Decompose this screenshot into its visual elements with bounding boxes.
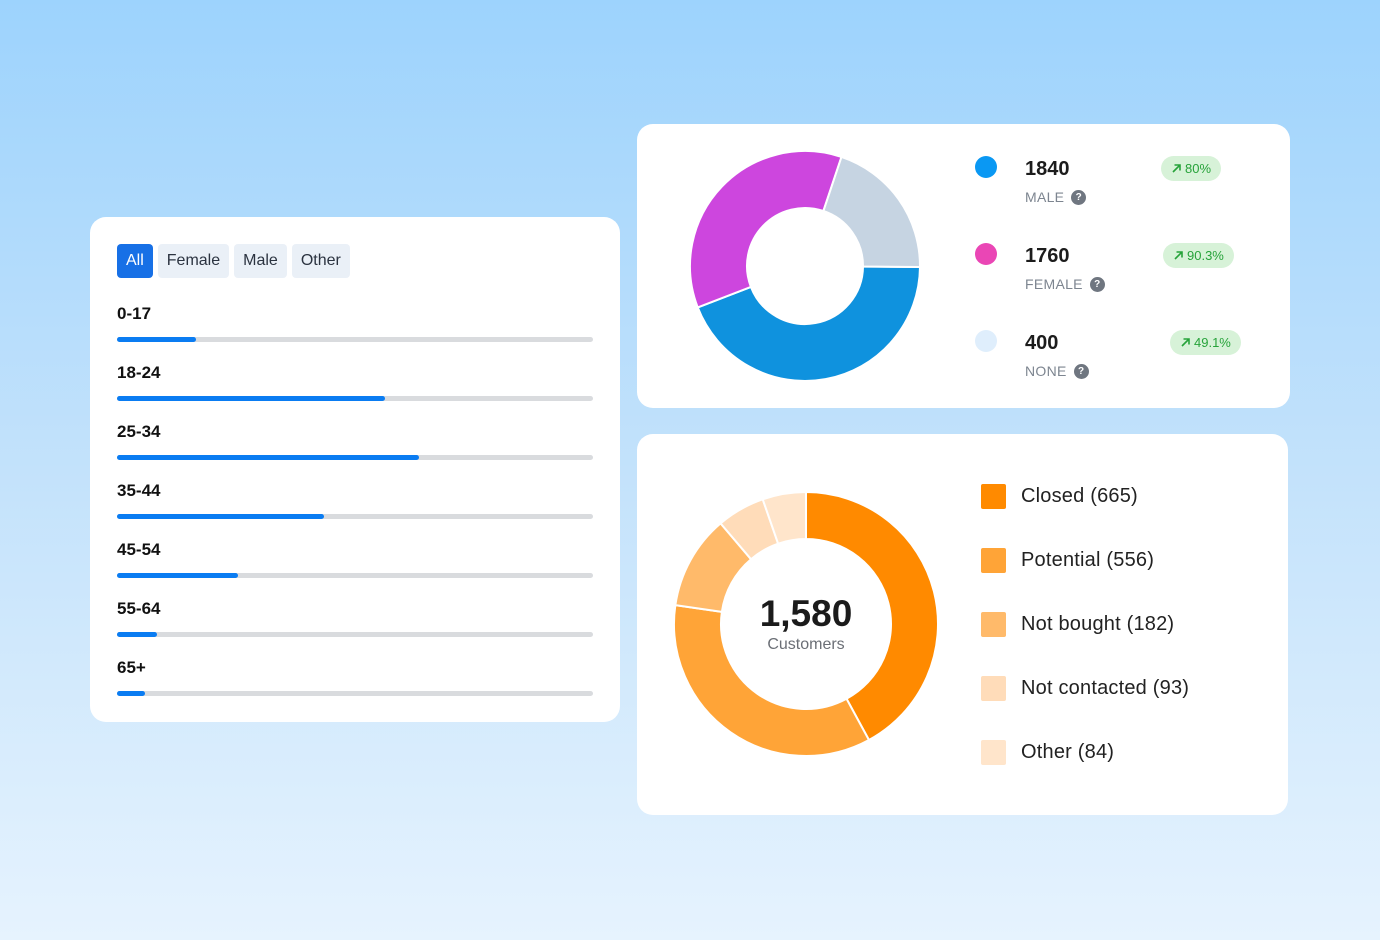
age-group-label: 45-54 xyxy=(117,540,161,559)
total-customers-label: Customers xyxy=(767,636,845,653)
none-label: NONE ? xyxy=(1025,363,1089,379)
arrow-up-right-icon xyxy=(1171,163,1182,174)
legend-swatch xyxy=(981,548,1006,573)
customer-status-card: 1,580 Customers Closed (665) Potential (5… xyxy=(637,434,1288,815)
gender-item-none: 400 NONE ? 49.1% xyxy=(975,324,1245,394)
age-progress-track xyxy=(117,573,593,578)
legend-label: Not contacted (93) xyxy=(1021,677,1190,699)
tab-all[interactable]: All xyxy=(117,244,153,278)
legend-label: Other (84) xyxy=(1021,741,1115,763)
age-group-label: 0-17 xyxy=(117,304,152,323)
arrow-up-right-icon xyxy=(1180,337,1191,348)
legend-swatch xyxy=(981,740,1006,765)
customer-donut-slice-4[interactable] xyxy=(761,491,807,545)
age-progress-fill xyxy=(117,455,419,460)
none-change-badge: 49.1% xyxy=(1170,330,1241,355)
age-progress-fill xyxy=(117,337,196,342)
gender-item-female: 1760 FEMALE ? 90.3% xyxy=(975,237,1245,307)
gender-donut-slice-1[interactable] xyxy=(689,150,843,309)
age-group-label: 25-34 xyxy=(117,422,161,441)
age-row: 35-44 xyxy=(117,481,593,540)
donut-center: 1,580 Customers xyxy=(673,491,939,757)
age-progress-track xyxy=(117,337,593,342)
gender-item-male: 1840 MALE ? 80% xyxy=(975,150,1245,220)
age-row: 18-24 xyxy=(117,363,593,422)
age-progress-track xyxy=(117,514,593,519)
age-group-label: 55-64 xyxy=(117,599,161,618)
age-row: 65+ xyxy=(117,658,593,717)
none-color-dot xyxy=(975,330,997,352)
female-label-text: FEMALE xyxy=(1025,276,1083,292)
age-group-label: 65+ xyxy=(117,658,146,677)
age-distribution-card: All Female Male Other 0-17 18-24 25-34 35-4… xyxy=(90,217,620,722)
male-label: MALE ? xyxy=(1025,189,1087,205)
age-progress-fill xyxy=(117,514,324,519)
age-progress-fill xyxy=(117,691,146,696)
legend-item[interactable]: Closed (665) xyxy=(981,482,1189,546)
legend-swatch xyxy=(981,676,1006,701)
age-progress-fill xyxy=(117,573,238,578)
customer-donut-slice-1[interactable] xyxy=(673,604,871,757)
legend-label: Not bought (182) xyxy=(1021,613,1175,635)
male-change-badge: 80% xyxy=(1161,156,1222,181)
age-progress-fill xyxy=(117,632,158,637)
gender-donut-chart xyxy=(689,150,922,382)
total-customers-value: 1,580 xyxy=(759,593,853,634)
male-color-dot xyxy=(975,156,997,178)
age-progress-track xyxy=(117,455,593,460)
question-circle-icon[interactable]: ? xyxy=(1071,189,1087,205)
female-label: FEMALE ? xyxy=(1025,276,1105,292)
legend-swatch xyxy=(981,612,1006,637)
age-progress-track xyxy=(117,632,593,637)
age-group-label: 35-44 xyxy=(117,481,161,500)
age-progress-track xyxy=(117,691,593,696)
tab-other[interactable]: Other xyxy=(291,244,350,278)
legend-label: Potential (556) xyxy=(1021,549,1155,571)
none-change-value: 49.1% xyxy=(1194,335,1231,350)
age-group-list: 0-17 18-24 25-34 35-44 45-54 55-64 65+ xyxy=(117,304,593,717)
age-progress-track xyxy=(117,396,593,401)
tab-female[interactable]: Female xyxy=(157,244,230,278)
none-label-text: NONE xyxy=(1025,363,1067,379)
question-circle-icon[interactable]: ? xyxy=(1089,276,1105,292)
legend-item[interactable]: Not contacted (93) xyxy=(981,674,1189,738)
male-label-text: MALE xyxy=(1025,189,1065,205)
female-change-value: 90.3% xyxy=(1187,248,1224,263)
age-row: 45-54 xyxy=(117,540,593,599)
customer-donut-slice-0[interactable] xyxy=(805,491,939,742)
gender-summary-card: 1840 MALE ? 80% 1760 FEMALE ? 90.3% 400 xyxy=(637,124,1290,408)
customer-donut-chart xyxy=(673,491,939,757)
age-row: 55-64 xyxy=(117,599,593,658)
legend-item[interactable]: Potential (556) xyxy=(981,546,1189,610)
gender-donut-slice-0[interactable] xyxy=(696,265,922,382)
customer-legend: Closed (665) Potential (556) Not bought (1… xyxy=(981,482,1189,802)
male-change-value: 80% xyxy=(1185,161,1212,176)
female-change-badge: 90.3% xyxy=(1163,243,1234,268)
question-circle-icon[interactable]: ? xyxy=(1073,363,1089,379)
age-row: 25-34 xyxy=(117,422,593,481)
female-count: 1760 xyxy=(1025,245,1070,267)
age-group-label: 18-24 xyxy=(117,363,161,382)
legend-item[interactable]: Not bought (182) xyxy=(981,610,1189,674)
gender-donut-slice-2[interactable] xyxy=(822,155,921,269)
legend-label: Closed (665) xyxy=(1021,485,1138,507)
male-count: 1840 xyxy=(1025,158,1070,180)
age-row: 0-17 xyxy=(117,304,593,363)
arrow-up-right-icon xyxy=(1173,250,1184,261)
legend-swatch xyxy=(981,484,1006,509)
age-progress-fill xyxy=(117,396,385,401)
none-count: 400 xyxy=(1025,332,1059,354)
female-color-dot xyxy=(975,243,997,265)
gender-filter-tabs: All Female Male Other xyxy=(117,244,350,278)
legend-item[interactable]: Other (84) xyxy=(981,738,1189,802)
tab-male[interactable]: Male xyxy=(234,244,287,278)
